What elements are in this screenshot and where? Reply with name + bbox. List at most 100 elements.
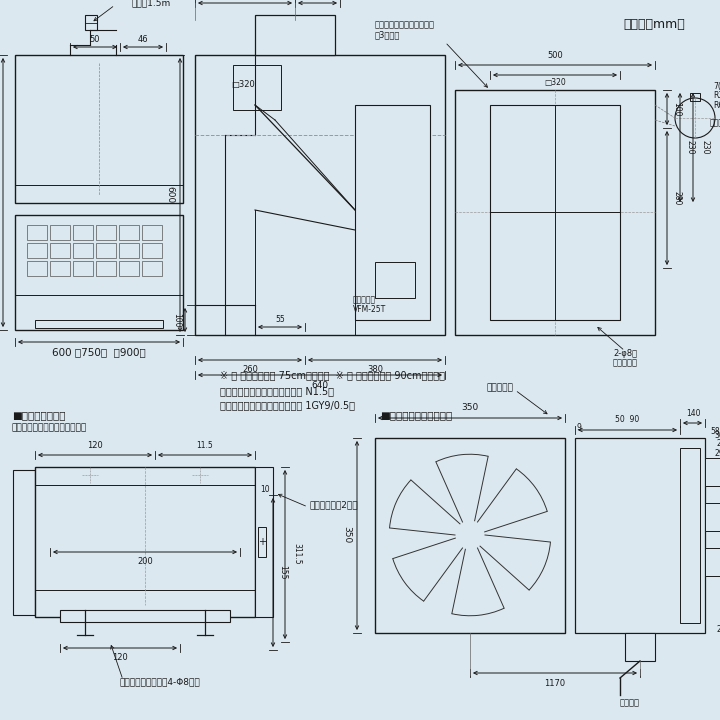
Bar bbox=[50, 243, 70, 258]
Text: ホワイト塗装（マンセル 1GY9/0.5）: ホワイト塗装（マンセル 1GY9/0.5） bbox=[220, 400, 355, 410]
Bar bbox=[625, 633, 655, 661]
Text: 230: 230 bbox=[685, 140, 695, 154]
Text: VFM-25T: VFM-25T bbox=[353, 305, 386, 315]
Text: 機外長1.5m: 機外長1.5m bbox=[131, 0, 170, 7]
Text: 230: 230 bbox=[701, 140, 709, 154]
Text: □320: □320 bbox=[544, 78, 566, 86]
Bar bbox=[119, 243, 139, 258]
Text: 311.5: 311.5 bbox=[292, 543, 302, 564]
Bar bbox=[73, 225, 93, 240]
Text: 280: 280 bbox=[672, 191, 682, 205]
Bar bbox=[705, 458, 720, 486]
Text: 50  90: 50 90 bbox=[615, 415, 639, 425]
Bar bbox=[15, 215, 183, 330]
Text: 同梱換気扇: 同梱換気扇 bbox=[353, 295, 376, 305]
Bar bbox=[375, 262, 415, 298]
Bar bbox=[119, 261, 139, 276]
Text: 350: 350 bbox=[343, 526, 351, 544]
Bar bbox=[15, 55, 183, 203]
Text: 155: 155 bbox=[279, 564, 287, 580]
Text: 11.5: 11.5 bbox=[197, 441, 213, 451]
Bar bbox=[27, 243, 47, 258]
Text: 2: 2 bbox=[716, 626, 720, 634]
Bar bbox=[85, 15, 97, 30]
Bar bbox=[355, 105, 430, 320]
Text: 取付ボルト: 取付ボルト bbox=[487, 384, 513, 392]
Bar bbox=[73, 243, 93, 258]
Text: 10: 10 bbox=[260, 485, 270, 495]
Polygon shape bbox=[393, 538, 462, 601]
Bar bbox=[142, 225, 162, 240]
Text: 7(100): 7(100) bbox=[713, 81, 720, 91]
Bar bbox=[490, 105, 620, 320]
Text: □320: □320 bbox=[231, 81, 255, 89]
Text: 30: 30 bbox=[714, 431, 720, 439]
Text: 29: 29 bbox=[714, 449, 720, 459]
Text: 500: 500 bbox=[547, 50, 563, 60]
Text: 取付ボルト（2本）: 取付ボルト（2本） bbox=[310, 500, 359, 510]
Bar bbox=[142, 243, 162, 258]
Bar bbox=[50, 225, 70, 240]
Bar bbox=[50, 261, 70, 276]
Text: 350: 350 bbox=[462, 403, 479, 413]
Text: 200: 200 bbox=[137, 557, 153, 567]
Bar bbox=[73, 261, 93, 276]
Text: +: + bbox=[258, 537, 266, 547]
Text: （化粧枠を外した状態を示す）: （化粧枠を外した状態を示す） bbox=[12, 423, 87, 433]
Bar bbox=[690, 93, 700, 101]
Text: 9: 9 bbox=[577, 423, 582, 433]
Text: 2-φ8穴: 2-φ8穴 bbox=[613, 348, 637, 358]
Polygon shape bbox=[477, 469, 547, 532]
Text: 換気扇取付用ハーフカット: 換気扇取付用ハーフカット bbox=[375, 20, 435, 30]
Bar bbox=[96, 243, 116, 258]
Bar bbox=[258, 527, 266, 557]
Text: 58: 58 bbox=[710, 428, 720, 436]
Bar bbox=[680, 448, 700, 623]
Text: 100: 100 bbox=[173, 312, 181, 328]
Bar bbox=[35, 467, 255, 617]
Text: 埋込ボルト取付用（4-Φ8穴）: 埋込ボルト取付用（4-Φ8穴） bbox=[120, 678, 201, 686]
Bar bbox=[705, 548, 720, 576]
Text: 100: 100 bbox=[672, 102, 682, 116]
Text: 55: 55 bbox=[275, 315, 285, 323]
Bar bbox=[255, 15, 335, 55]
Bar bbox=[27, 261, 47, 276]
Text: 600: 600 bbox=[166, 186, 174, 204]
Polygon shape bbox=[480, 535, 551, 590]
Bar bbox=[35, 320, 163, 328]
Polygon shape bbox=[436, 456, 488, 522]
Text: 色調：ブラック塗装（マンセル N1.5）: 色調：ブラック塗装（マンセル N1.5） bbox=[220, 386, 334, 396]
Bar bbox=[233, 65, 281, 110]
Text: 46: 46 bbox=[138, 35, 148, 45]
Bar bbox=[96, 261, 116, 276]
Text: 260: 260 bbox=[242, 366, 258, 374]
Text: 本体引掛用: 本体引掛用 bbox=[710, 119, 720, 127]
Bar bbox=[575, 438, 705, 633]
Text: 50: 50 bbox=[90, 35, 100, 45]
Polygon shape bbox=[390, 480, 460, 535]
Text: R3: R3 bbox=[713, 91, 720, 101]
Bar bbox=[255, 467, 273, 617]
Text: 140: 140 bbox=[685, 410, 701, 418]
Text: 120: 120 bbox=[112, 654, 128, 662]
Text: R6: R6 bbox=[713, 102, 720, 110]
Text: 本体固定用: 本体固定用 bbox=[613, 359, 637, 367]
Text: ■取付寸法詳細図: ■取付寸法詳細図 bbox=[12, 410, 66, 420]
Text: ※ ［ ］内の寸法は 75cm巾タイプ  ※ （ ）内の寸法は 90cm巾タイプ: ※ ［ ］内の寸法は 75cm巾タイプ ※ （ ）内の寸法は 90cm巾タイプ bbox=[220, 370, 445, 380]
Text: 2: 2 bbox=[716, 438, 720, 448]
Text: 1170: 1170 bbox=[544, 678, 566, 688]
Bar bbox=[119, 225, 139, 240]
Bar bbox=[195, 55, 445, 335]
Text: （3カ所）: （3カ所） bbox=[375, 30, 400, 40]
Text: ■同梱換気扇（不燃形）: ■同梱換気扇（不燃形） bbox=[380, 410, 452, 420]
Bar bbox=[455, 90, 655, 335]
Bar bbox=[142, 261, 162, 276]
Bar bbox=[375, 438, 565, 633]
Text: 600 ［750］  （900）: 600 ［750］ （900） bbox=[52, 347, 146, 357]
Bar bbox=[27, 225, 47, 240]
Polygon shape bbox=[452, 548, 504, 613]
Circle shape bbox=[464, 529, 476, 541]
Text: 640: 640 bbox=[312, 380, 328, 390]
Text: コネクタ: コネクタ bbox=[620, 698, 640, 708]
Text: 120: 120 bbox=[87, 441, 103, 451]
